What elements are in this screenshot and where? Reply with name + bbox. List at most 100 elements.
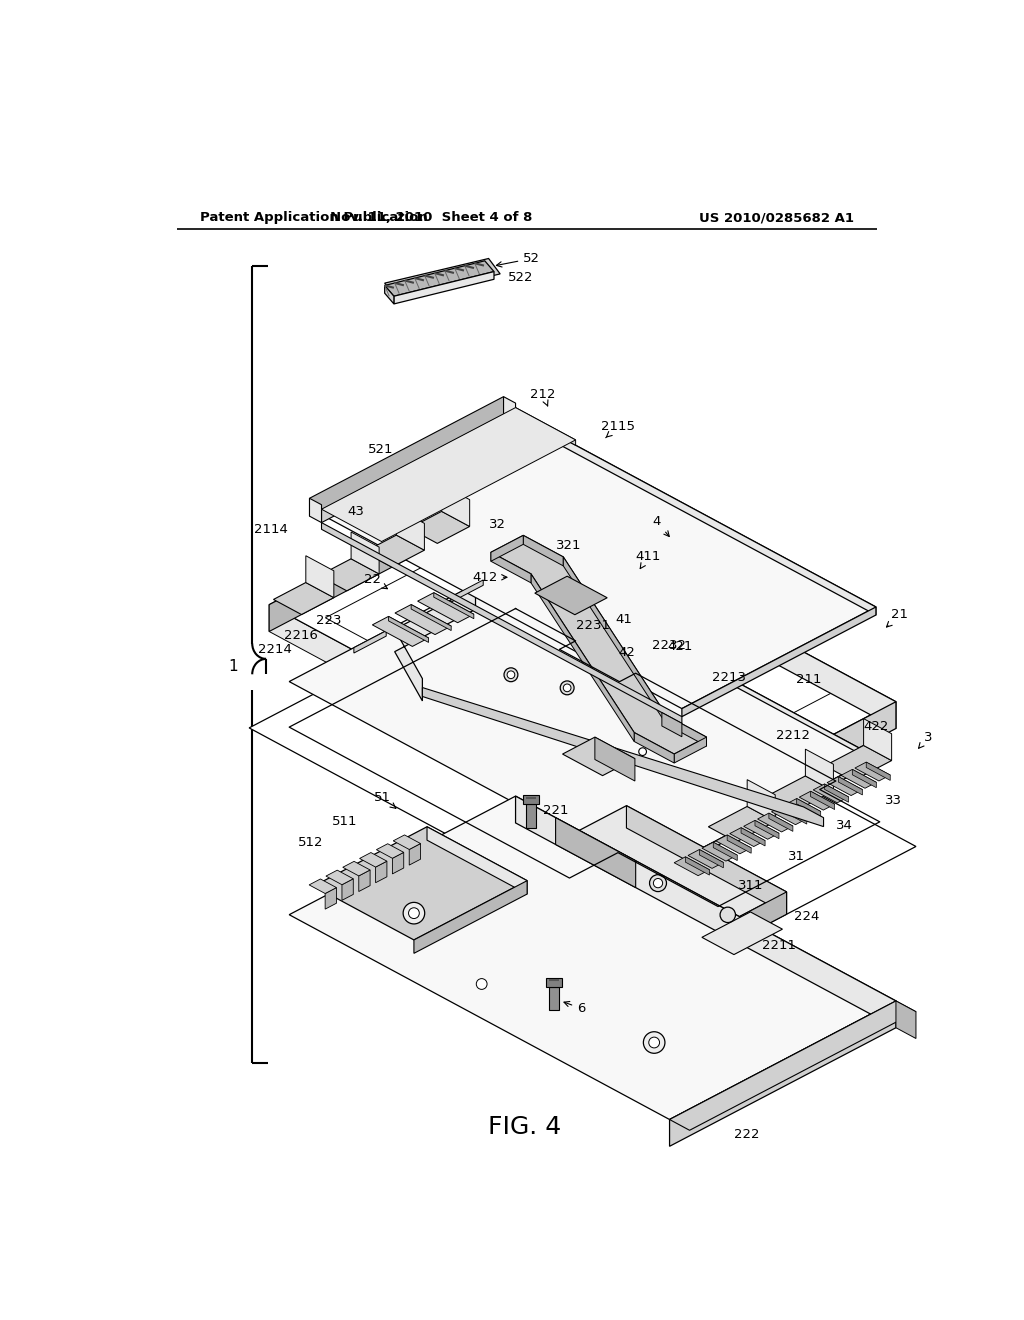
Text: 33: 33 <box>885 793 902 807</box>
Polygon shape <box>269 486 496 631</box>
Polygon shape <box>289 796 896 1119</box>
Polygon shape <box>392 853 403 874</box>
Polygon shape <box>813 784 849 803</box>
Text: 224: 224 <box>795 911 819 924</box>
Polygon shape <box>309 879 337 894</box>
Circle shape <box>649 1038 659 1048</box>
Text: 1: 1 <box>228 659 238 675</box>
Polygon shape <box>547 978 562 987</box>
Polygon shape <box>376 861 387 883</box>
Circle shape <box>639 748 646 755</box>
Text: 2211: 2211 <box>762 939 796 952</box>
Polygon shape <box>418 593 474 623</box>
Polygon shape <box>373 616 429 647</box>
Polygon shape <box>824 746 892 781</box>
Polygon shape <box>824 784 849 803</box>
Circle shape <box>560 681 574 694</box>
Polygon shape <box>359 853 387 867</box>
Polygon shape <box>490 536 523 561</box>
Polygon shape <box>385 285 394 304</box>
Polygon shape <box>855 762 890 781</box>
Polygon shape <box>529 805 786 942</box>
Polygon shape <box>682 607 876 717</box>
Polygon shape <box>249 610 915 965</box>
Polygon shape <box>670 702 896 847</box>
Text: 521: 521 <box>368 444 393 457</box>
Text: US 2010/0285682 A1: US 2010/0285682 A1 <box>699 211 854 224</box>
Polygon shape <box>769 813 793 832</box>
Polygon shape <box>634 733 674 763</box>
Circle shape <box>409 908 419 919</box>
Polygon shape <box>767 776 834 812</box>
Polygon shape <box>701 842 737 861</box>
Polygon shape <box>377 843 403 858</box>
Text: 22: 22 <box>364 573 387 589</box>
Polygon shape <box>395 605 452 635</box>
Text: 2212: 2212 <box>776 729 810 742</box>
Polygon shape <box>313 826 527 940</box>
Text: 411: 411 <box>636 550 662 569</box>
Polygon shape <box>393 836 421 850</box>
Text: 512: 512 <box>298 836 324 849</box>
Polygon shape <box>743 821 779 840</box>
Text: 321: 321 <box>556 539 581 552</box>
Polygon shape <box>563 557 667 725</box>
Polygon shape <box>755 821 779 838</box>
Text: 212: 212 <box>529 388 555 407</box>
Polygon shape <box>685 857 710 875</box>
Circle shape <box>649 875 667 891</box>
Polygon shape <box>364 535 424 568</box>
Polygon shape <box>523 536 563 566</box>
Polygon shape <box>385 259 500 298</box>
Circle shape <box>403 903 425 924</box>
Polygon shape <box>322 413 876 709</box>
Text: 522: 522 <box>508 271 534 284</box>
Polygon shape <box>306 556 334 598</box>
Text: 2232: 2232 <box>652 639 686 652</box>
Polygon shape <box>496 486 896 729</box>
Polygon shape <box>727 836 752 853</box>
Polygon shape <box>674 737 707 763</box>
Text: 2213: 2213 <box>712 671 745 684</box>
Text: 6: 6 <box>564 1002 586 1015</box>
Polygon shape <box>741 828 765 846</box>
Polygon shape <box>689 892 786 965</box>
Text: 2115: 2115 <box>601 420 635 438</box>
Polygon shape <box>515 796 896 1028</box>
Circle shape <box>504 668 518 681</box>
Polygon shape <box>343 862 370 876</box>
Polygon shape <box>595 737 635 781</box>
Polygon shape <box>273 582 334 615</box>
Text: Nov. 11, 2010  Sheet 4 of 8: Nov. 11, 2010 Sheet 4 of 8 <box>330 211 532 224</box>
Text: Patent Application Publication: Patent Application Publication <box>200 211 428 224</box>
Polygon shape <box>441 484 470 527</box>
Polygon shape <box>309 396 504 516</box>
Polygon shape <box>531 574 634 742</box>
Text: 223: 223 <box>315 614 341 627</box>
Polygon shape <box>800 791 835 810</box>
Polygon shape <box>269 486 896 820</box>
Polygon shape <box>515 564 876 763</box>
Polygon shape <box>523 795 539 804</box>
Polygon shape <box>852 770 877 788</box>
Text: 32: 32 <box>488 517 506 531</box>
Polygon shape <box>670 1001 915 1130</box>
Polygon shape <box>309 498 322 523</box>
Circle shape <box>643 1032 665 1053</box>
Text: 422: 422 <box>863 719 889 733</box>
Polygon shape <box>394 587 475 701</box>
Text: 4: 4 <box>652 515 670 536</box>
Polygon shape <box>410 511 470 544</box>
Circle shape <box>563 684 571 692</box>
Text: 52: 52 <box>497 252 541 267</box>
Polygon shape <box>827 776 862 796</box>
Text: 3: 3 <box>919 731 932 748</box>
Text: 43: 43 <box>348 504 365 517</box>
Polygon shape <box>785 799 820 817</box>
Polygon shape <box>354 631 386 653</box>
Text: 2216: 2216 <box>284 630 317 642</box>
Polygon shape <box>811 791 835 809</box>
Polygon shape <box>410 843 421 865</box>
Polygon shape <box>797 799 820 817</box>
Text: 412: 412 <box>472 570 507 583</box>
